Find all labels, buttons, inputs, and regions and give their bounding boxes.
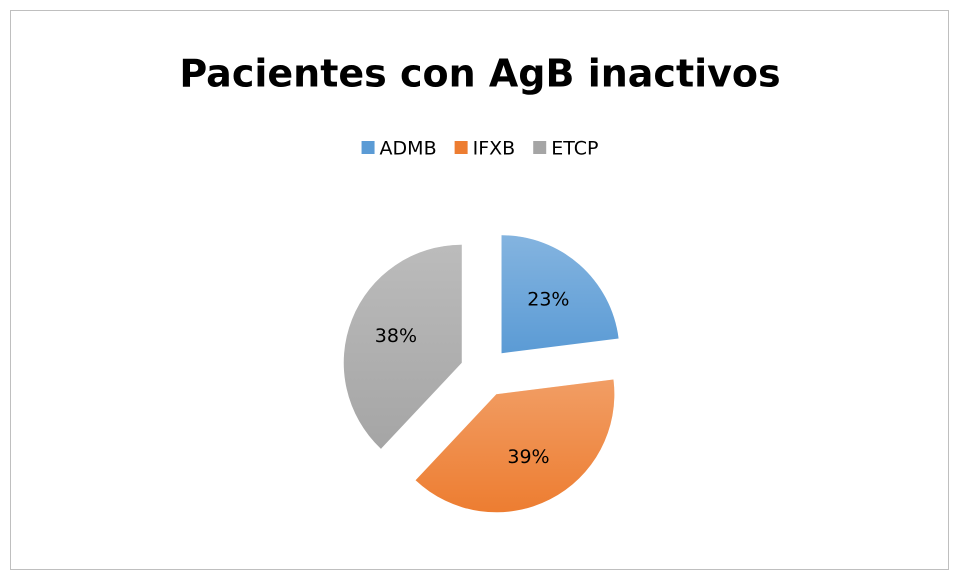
legend-swatch bbox=[454, 141, 468, 154]
slice-label: 23% bbox=[527, 289, 569, 311]
pie: 23% 39% 38% bbox=[343, 235, 619, 513]
legend-label: IFXB bbox=[473, 138, 516, 160]
slice-shade bbox=[501, 235, 619, 354]
legend-swatch bbox=[533, 141, 547, 154]
slice-label: 38% bbox=[375, 325, 417, 347]
legend: ADMB IFXB ETCP bbox=[361, 138, 598, 160]
slice-shade bbox=[415, 379, 615, 513]
slice-label: 39% bbox=[507, 446, 549, 468]
slice-shade bbox=[343, 244, 462, 449]
chart-title: Pacientes con AgB inactivos bbox=[179, 52, 780, 96]
legend-label: ADMB bbox=[380, 138, 437, 160]
legend-label: ETCP bbox=[551, 138, 598, 160]
legend-swatch bbox=[361, 141, 375, 154]
